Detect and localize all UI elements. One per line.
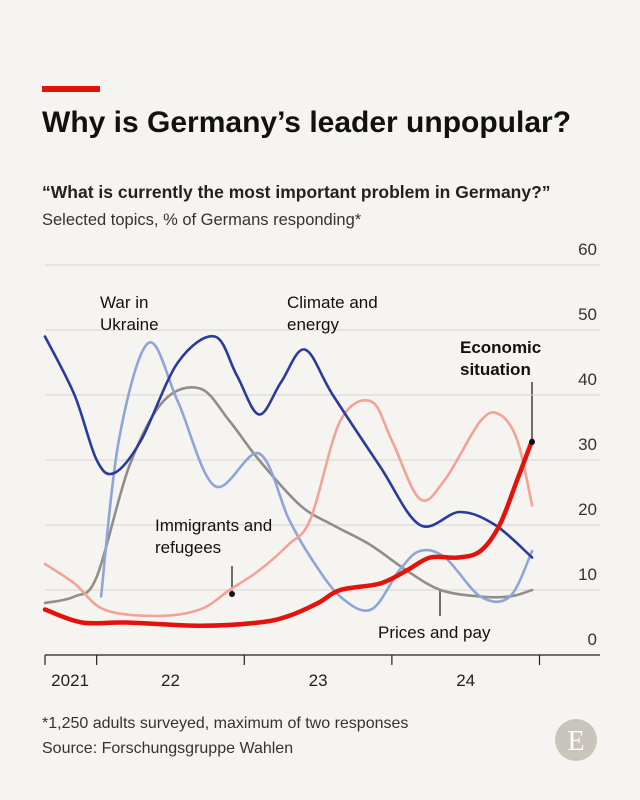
x-tick-label: 23 (309, 671, 328, 690)
logo: E (567, 726, 584, 757)
logo-circle (555, 719, 597, 761)
chart-subtitle: “What is currently the most important pr… (42, 182, 551, 202)
series-line (42, 438, 535, 628)
series-line (43, 386, 534, 605)
series-line (99, 341, 534, 612)
x-tick-label: 22 (161, 671, 180, 690)
series-line (43, 399, 534, 618)
series-label: Prices and pay (378, 623, 491, 642)
series-label: Immigrants and refugees (155, 516, 273, 557)
y-tick-label: 50 (578, 305, 597, 324)
x-tick-label: 2021 (51, 671, 89, 690)
y-tick-label: 30 (578, 435, 597, 454)
series-label: War in Ukraine (100, 293, 159, 334)
chart-description: Selected topics, % of Germans responding… (42, 211, 362, 229)
footnote: *1,250 adults surveyed, maximum of two r… (42, 715, 408, 732)
y-tick-label: 10 (578, 565, 597, 584)
annotation-dot (229, 591, 235, 597)
annotation-dot (529, 439, 535, 445)
y-tick-label: 0 (588, 630, 597, 649)
series-label: Economic situation (460, 338, 542, 379)
y-tick-label: 60 (578, 240, 597, 259)
accent-bar (42, 86, 100, 92)
y-tick-label: 40 (578, 370, 597, 389)
x-tick-label: 24 (456, 671, 475, 690)
series-label: Climate and energy (287, 293, 378, 334)
y-tick-label: 20 (578, 500, 597, 519)
series-line (43, 334, 534, 559)
source: Source: Forschungsgruppe Wahlen (42, 740, 293, 757)
chart-title: Why is Germany’s leader unpopular? (42, 106, 571, 139)
